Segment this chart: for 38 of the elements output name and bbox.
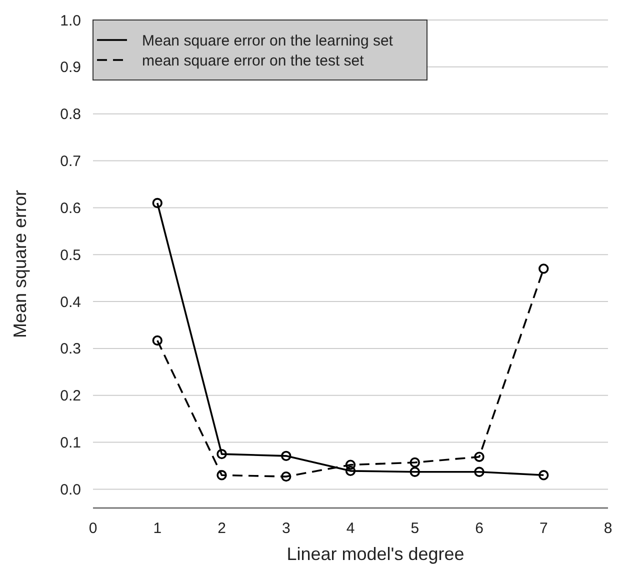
x-tick-label: 5 bbox=[410, 520, 420, 537]
x-tick-label: 8 bbox=[604, 520, 612, 537]
y-tick-label: 0.4 bbox=[60, 294, 81, 311]
point bbox=[474, 452, 484, 462]
y-tick-label: 0.6 bbox=[60, 200, 81, 217]
point bbox=[345, 466, 356, 476]
point bbox=[345, 460, 356, 470]
point bbox=[474, 466, 484, 477]
x-tick-label: 2 bbox=[218, 520, 226, 537]
x-tick-label: 0 bbox=[88, 520, 98, 537]
y-tick-label: 0.5 bbox=[60, 246, 81, 264]
point bbox=[152, 198, 162, 208]
point bbox=[410, 457, 420, 468]
y-tick-label: 0.0 bbox=[60, 481, 81, 498]
y-tick-label: 0.8 bbox=[60, 106, 81, 124]
x-tick-label: 6 bbox=[475, 520, 484, 537]
point bbox=[216, 470, 227, 480]
legend-label: Mean square error on the learning set bbox=[142, 32, 394, 50]
x-axis-title: Linear model's degree bbox=[286, 544, 464, 564]
point bbox=[281, 471, 292, 482]
x-tick-label: 3 bbox=[282, 520, 290, 537]
point bbox=[216, 448, 227, 460]
y-tick-label: 0.9 bbox=[60, 59, 81, 76]
point bbox=[152, 335, 162, 346]
point bbox=[410, 466, 420, 477]
x-tick-label: 7 bbox=[539, 520, 548, 537]
point bbox=[538, 264, 549, 274]
y-tick-label: 0.7 bbox=[60, 153, 81, 170]
legend-label: mean square error on the test set bbox=[142, 52, 365, 70]
y-tick-label: 0.2 bbox=[60, 388, 81, 405]
point bbox=[281, 450, 292, 462]
y-tick-label: 0.1 bbox=[60, 434, 81, 452]
y-tick-label: 0.3 bbox=[60, 340, 81, 358]
x-tick-label: 1 bbox=[153, 520, 162, 537]
y-tick-label: 1.0 bbox=[60, 12, 81, 30]
point bbox=[538, 470, 549, 480]
y-axis-title: Mean square error bbox=[10, 190, 30, 338]
x-tick-label: 4 bbox=[346, 520, 355, 537]
